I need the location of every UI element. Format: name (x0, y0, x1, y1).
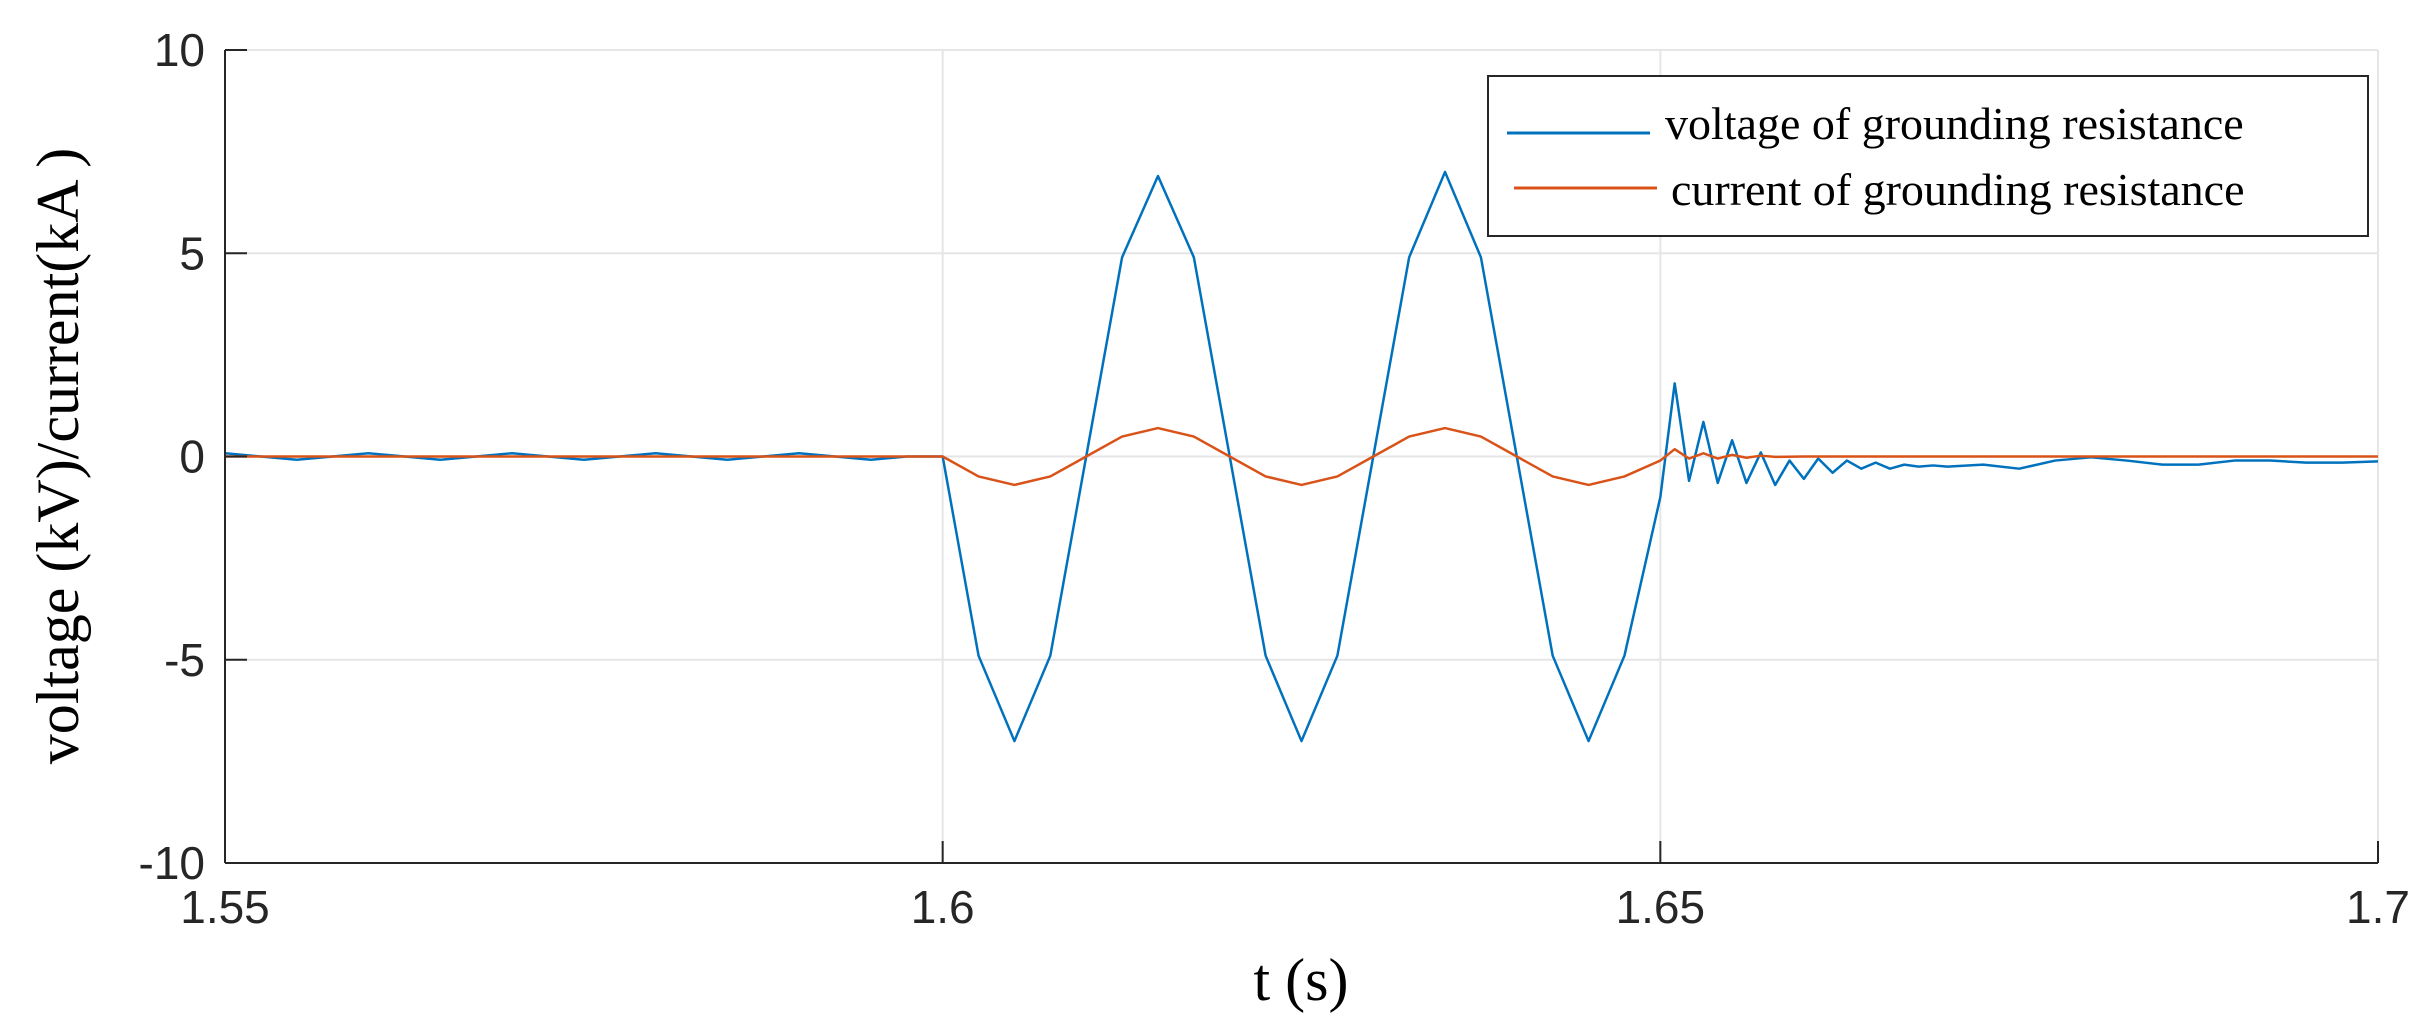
series-lines (224, 170, 2379, 743)
y-tick-label: 10 (154, 24, 205, 76)
legend-label-current: current of grounding resistance (1671, 164, 2245, 215)
series-line-current (225, 426, 2378, 487)
y-tick-label: -5 (164, 634, 205, 686)
x-tick-label: 1.55 (180, 881, 270, 933)
x-tick-label: 1.6 (911, 881, 975, 933)
x-tick-label: 1.7 (2346, 881, 2410, 933)
y-tick-label: 0 (179, 431, 205, 483)
axes (224, 49, 2379, 864)
tick-labels: 1.55 1.6 1.65 1.7 10 5 0 -5 -10 (139, 24, 2410, 933)
x-axis-title: t (s) (1254, 947, 1349, 1013)
y-tick-label: -10 (139, 837, 205, 889)
legend: voltage of grounding resistance current … (1487, 75, 2369, 237)
y-axis-title: voltage (kV)/current(kA ) (25, 148, 91, 764)
x-tick-label: 1.65 (1616, 881, 1706, 933)
y-tick-label: 5 (179, 227, 205, 279)
legend-box (1487, 75, 2369, 237)
legend-label-voltage: voltage of grounding resistance (1665, 98, 2244, 149)
